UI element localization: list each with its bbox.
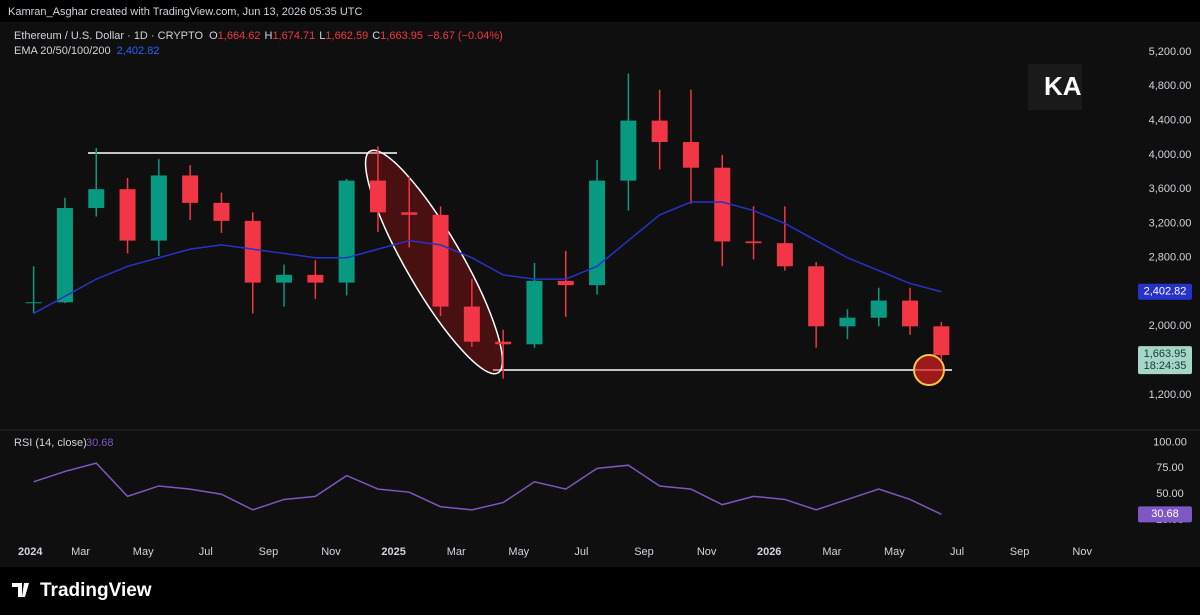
ema-line [33, 201, 942, 315]
x-tick-label: Nov [697, 546, 717, 558]
x-tick-label: 2026 [757, 546, 781, 558]
x-tick-label: Mar [822, 546, 841, 558]
ohlc-value: 1,663.95 [380, 30, 423, 42]
candle-body [933, 326, 950, 356]
y-tick-label: 5,200.00 [1149, 46, 1192, 58]
candle-body [808, 266, 825, 327]
candle-body [902, 300, 919, 327]
value-tag-label: 2,402.82 [1144, 286, 1187, 298]
rsi-title: RSI (14, close) [14, 437, 87, 449]
x-tick-label: Nov [1072, 546, 1092, 558]
brand-logo [12, 583, 29, 597]
y-tick-label: 4,000.00 [1149, 149, 1192, 161]
value-tag [1138, 283, 1192, 300]
x-tick-label: Sep [634, 546, 654, 558]
candle-body [589, 180, 606, 286]
x-tick-label: 2025 [381, 546, 405, 558]
candle-body [119, 189, 136, 241]
value-tag-label: 30.68 [1151, 508, 1179, 520]
chart-area [0, 22, 1200, 567]
rsi-line [33, 462, 942, 515]
ema-value: 2,402.82 [117, 45, 160, 57]
x-tick-label: Jul [199, 546, 213, 558]
ohlc-value: 1,662.59 [325, 30, 368, 42]
candle-body [182, 175, 199, 203]
candle-body [495, 341, 512, 345]
x-tick-label: Jul [574, 546, 588, 558]
ohlc-value: 1,674.71 [272, 30, 315, 42]
y-tick-label: 2,800.00 [1149, 252, 1192, 264]
candle-body [276, 274, 293, 283]
countdown: 18:24:35 [1144, 360, 1187, 372]
y-tick-label: 3,600.00 [1149, 183, 1192, 195]
y-tick-label: 1,200.00 [1149, 389, 1192, 401]
watermark-box [1028, 64, 1082, 110]
footer: TradingView [12, 580, 152, 601]
candle-body [651, 120, 668, 143]
candle-body [369, 180, 386, 213]
candle-body [776, 243, 793, 267]
x-tick-label: Sep [1010, 546, 1030, 558]
candle-body [432, 214, 449, 307]
x-tick-label: Nov [321, 546, 341, 558]
highlight-circle [913, 354, 945, 386]
candle-body [307, 274, 324, 283]
change: −8.67 (−0.04%) [427, 30, 503, 42]
candle-body [682, 142, 699, 168]
ohlc-label: C [372, 30, 380, 42]
candle-body [338, 180, 355, 283]
candle-body [56, 208, 73, 303]
x-tick-label: Sep [259, 546, 279, 558]
x-tick-label: May [508, 546, 529, 558]
ohlc-label: O [209, 30, 218, 42]
rsi-value: 30.68 [86, 437, 114, 449]
ema-name: EMA 20/50/100/200 [14, 45, 111, 57]
y-tick-label: 2,000.00 [1149, 320, 1192, 332]
y-tick-label: 75.00 [1156, 462, 1184, 474]
candle-body [88, 189, 105, 209]
ohlc-label: H [264, 30, 272, 42]
value-tag [1138, 506, 1192, 523]
candle-body [714, 167, 731, 242]
ema-legend: EMA 20/50/100/200 2,402.82 [14, 45, 159, 57]
symbol: Ethereum / U.S. Dollar · 1D · CRYPTO [14, 30, 204, 42]
x-tick-label: 2024 [18, 546, 43, 558]
candle-body [244, 220, 261, 283]
candle-body [150, 175, 167, 241]
y-tick-label: 50.00 [1156, 488, 1184, 500]
candle-body [401, 212, 418, 215]
y-tick-label: 4,800.00 [1149, 80, 1192, 92]
candle-body [620, 120, 637, 181]
candle-body [463, 306, 480, 342]
candle-body [557, 280, 574, 286]
candle-body [25, 302, 42, 304]
y-tick-label: 4,400.00 [1149, 114, 1192, 126]
x-tick-label: Jul [950, 546, 964, 558]
candle-body [526, 280, 543, 345]
candle-body [745, 241, 762, 244]
x-tick-label: Mar [71, 546, 90, 558]
price-tag [1138, 346, 1192, 375]
credit: Kamran_Asghar created with TradingView.c… [8, 6, 362, 18]
price-tag-label: 1,663.95 [1144, 348, 1187, 360]
candle-body [213, 202, 230, 221]
ohlc-label: L [319, 30, 325, 42]
x-tick-label: Mar [447, 546, 466, 558]
watermark-text: KA [1044, 71, 1082, 101]
x-tick-label: May [884, 546, 905, 558]
y-tick-label: 3,200.00 [1149, 217, 1192, 229]
legend-line: Ethereum / U.S. Dollar · 1D · CRYPTO O1,6… [14, 30, 503, 42]
watermark: KA [1028, 64, 1082, 110]
ohlc-value: 1,664.62 [218, 30, 261, 42]
brand: TradingView [40, 580, 152, 601]
x-tick-label: May [133, 546, 154, 558]
candle-body [839, 317, 856, 327]
y-tick-label: 100.00 [1153, 436, 1187, 448]
candle-body [870, 300, 887, 318]
